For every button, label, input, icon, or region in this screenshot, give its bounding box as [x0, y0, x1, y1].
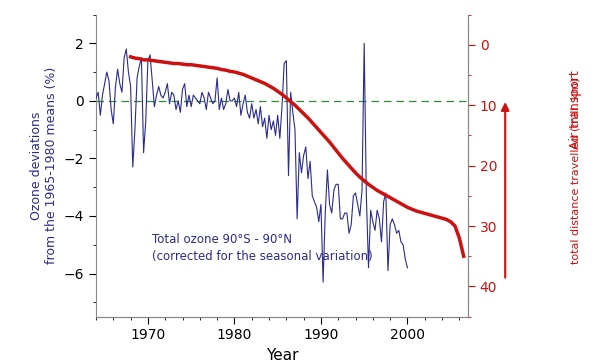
Text: total distance travelled (mill. km): total distance travelled (mill. km) [571, 78, 581, 264]
X-axis label: Year: Year [266, 348, 298, 363]
Text: Total ozone 90°S - 90°N
(corrected for the seasonal variation): Total ozone 90°S - 90°N (corrected for t… [152, 233, 373, 262]
Y-axis label: Ozone deviations
from the 1965-1980 means (%): Ozone deviations from the 1965-1980 mean… [30, 67, 58, 264]
Text: Air transport: Air transport [569, 70, 583, 149]
